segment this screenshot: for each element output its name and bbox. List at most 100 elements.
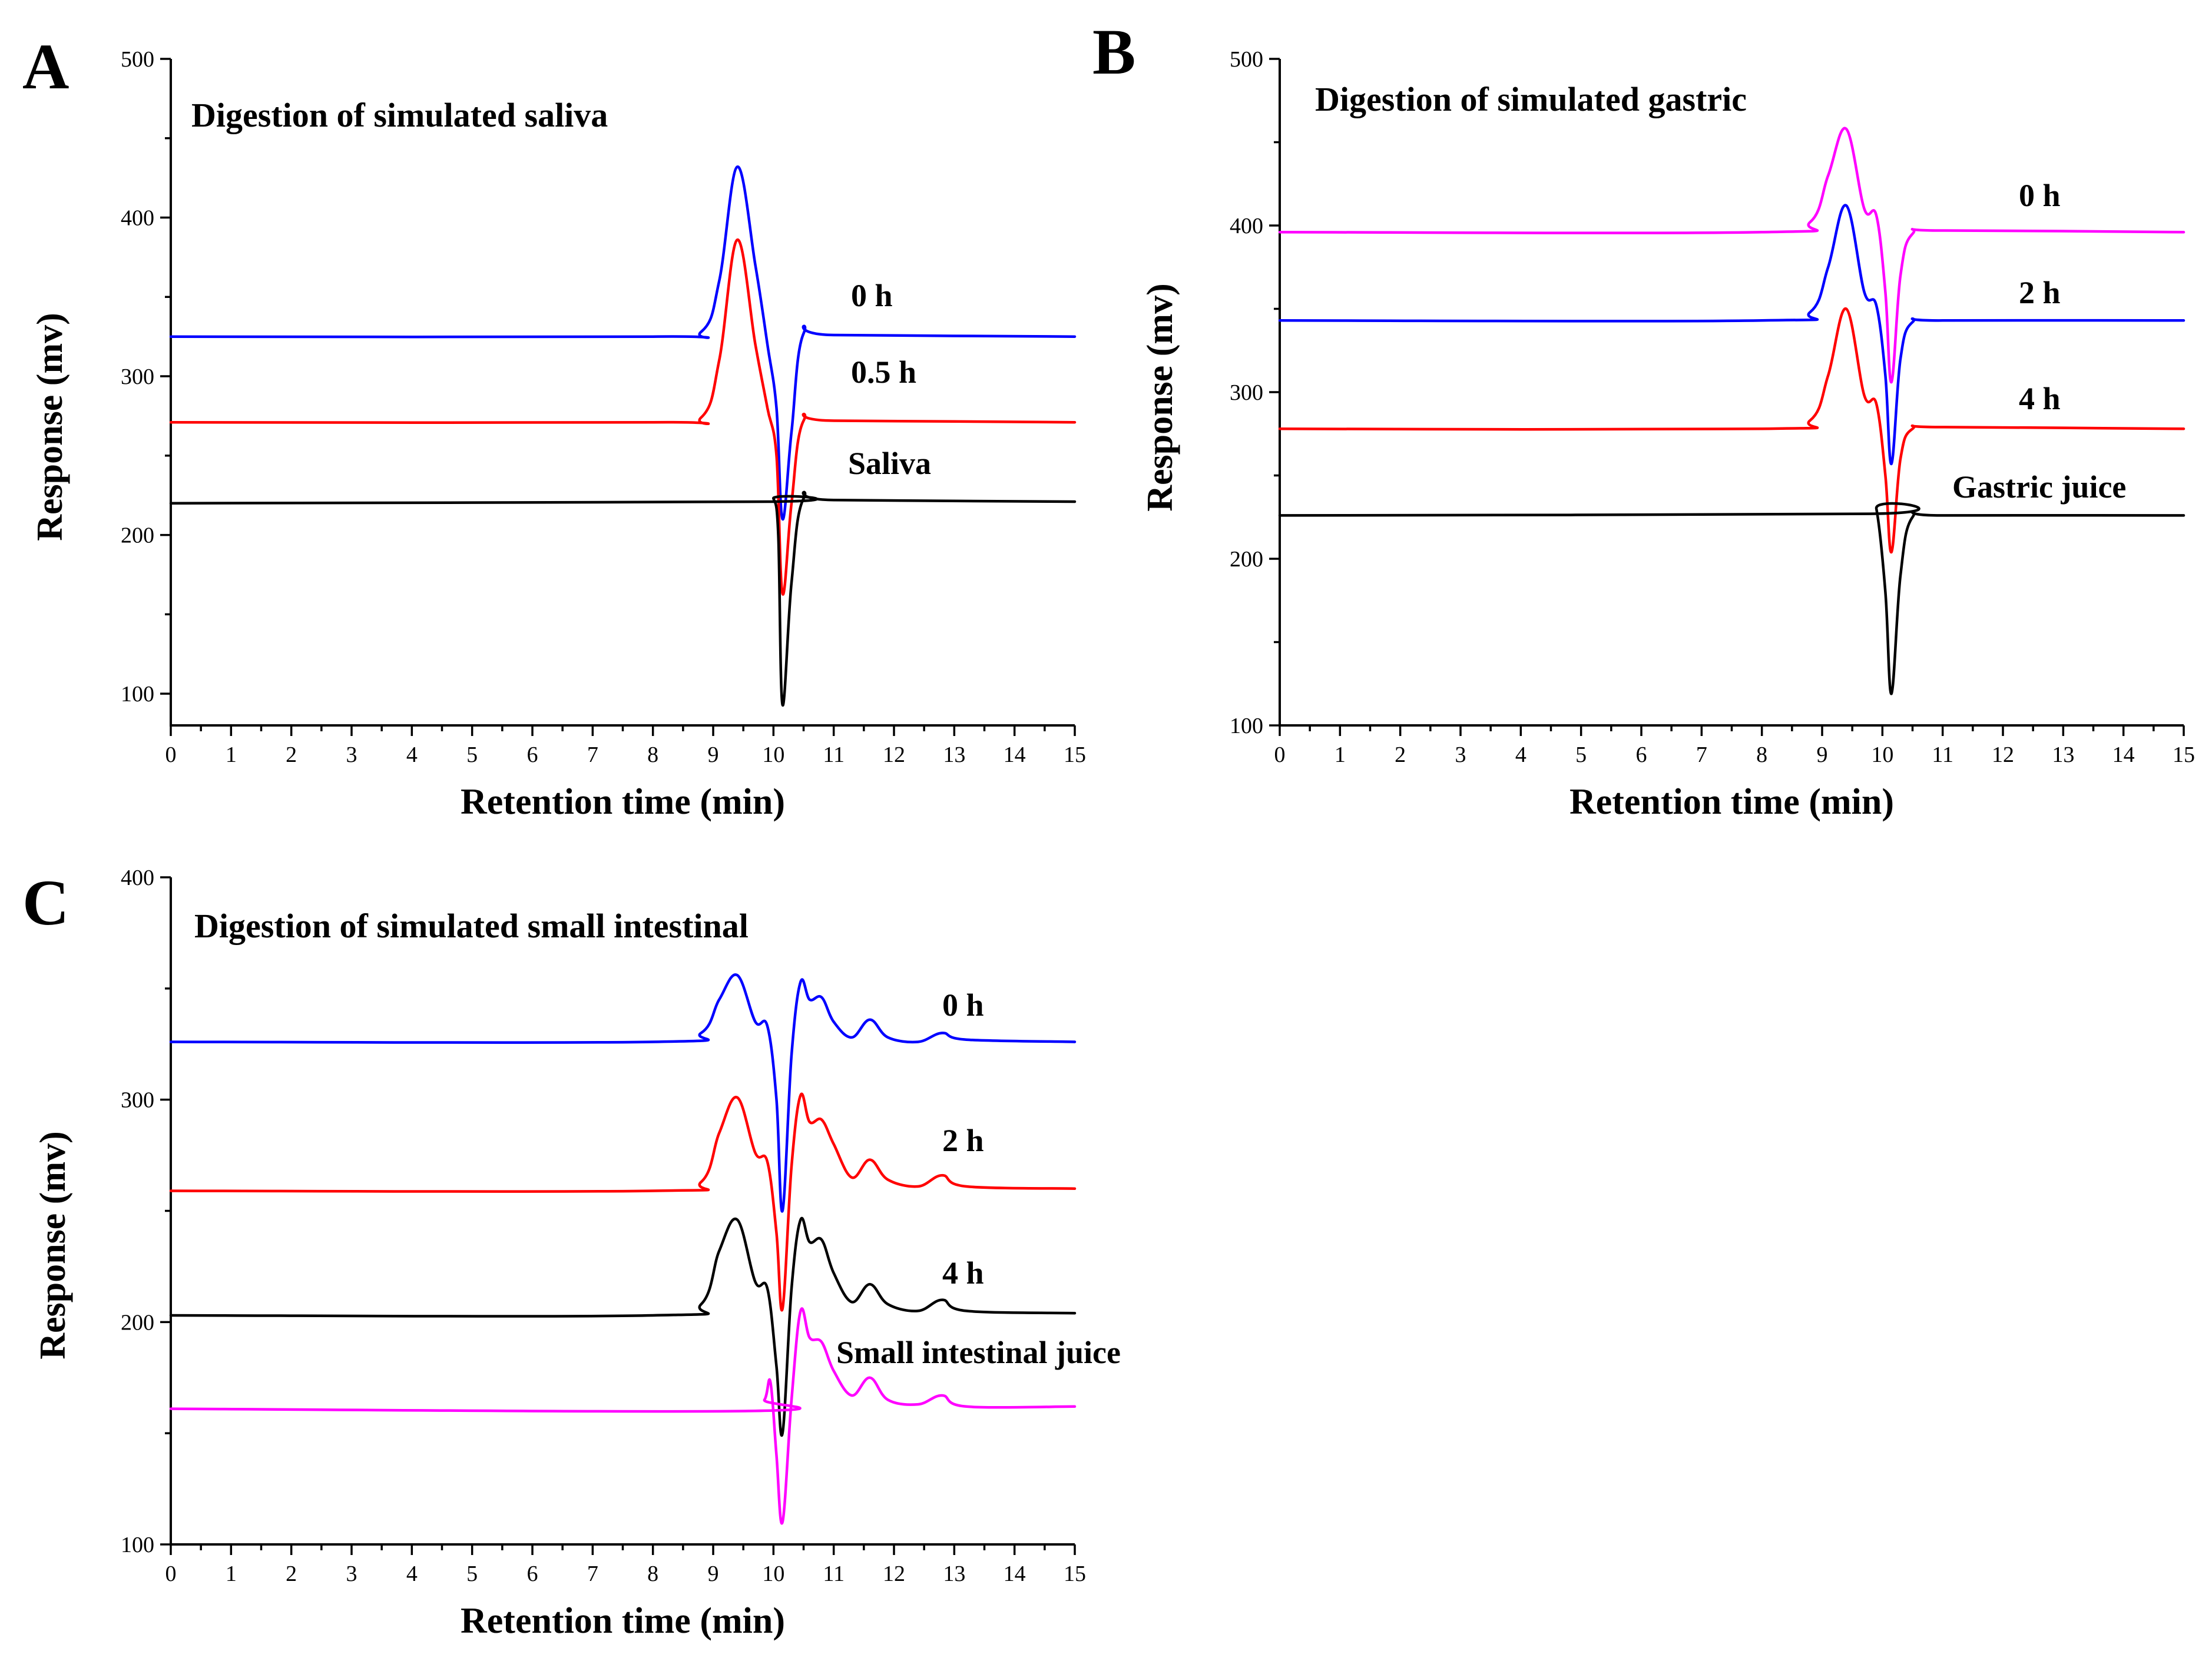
series-label: 4 h bbox=[2019, 381, 2061, 416]
x-tick-label: 15 bbox=[1064, 742, 1086, 767]
x-tick-label: 3 bbox=[346, 1561, 357, 1586]
series-label: 0.5 h bbox=[851, 354, 916, 390]
x-tick-label: 7 bbox=[587, 1561, 598, 1586]
x-tick-label: 0 bbox=[165, 742, 177, 767]
x-tick-label: 13 bbox=[943, 742, 965, 767]
x-tick-label: 9 bbox=[1817, 742, 1828, 767]
y-tick-label: 400 bbox=[121, 866, 154, 890]
y-tick-label: 100 bbox=[121, 1533, 154, 1557]
panel-letter: A bbox=[22, 31, 69, 102]
x-tick-label: 4 bbox=[406, 742, 418, 767]
y-tick-label: 200 bbox=[1230, 547, 1263, 572]
series-line-1 bbox=[169, 1092, 1077, 1312]
y-axis-label: Response (mv) bbox=[33, 1131, 73, 1359]
series-line-0 bbox=[169, 165, 1077, 520]
x-tick-label: 0 bbox=[165, 1561, 177, 1586]
series-line-0 bbox=[1278, 127, 2185, 384]
x-tick-label: 5 bbox=[466, 1561, 478, 1586]
y-tick-label: 200 bbox=[121, 523, 154, 548]
series-line-2 bbox=[169, 490, 1077, 707]
x-tick-label: 10 bbox=[762, 742, 784, 767]
x-tick-label: 11 bbox=[823, 742, 845, 767]
panel-a: 0 1 2 3 4 5 6 7 8 9 10 11 12 13 14 15100200300400500Ret… bbox=[22, 31, 1086, 822]
series-label: Gastric juice bbox=[1952, 469, 2126, 505]
x-tick-label: 14 bbox=[2112, 742, 2135, 767]
series-label: 0 h bbox=[851, 278, 893, 313]
series-line-1 bbox=[169, 238, 1077, 596]
x-tick-label: 1 bbox=[1335, 742, 1346, 767]
x-tick-label: 10 bbox=[1871, 742, 1893, 767]
series-line-3 bbox=[1278, 502, 2185, 695]
x-tick-label: 4 bbox=[406, 1561, 418, 1586]
x-tick-label: 3 bbox=[346, 742, 357, 767]
series-line-2 bbox=[169, 1216, 1077, 1437]
x-tick-label: 8 bbox=[1756, 742, 1767, 767]
y-tick-label: 400 bbox=[1230, 214, 1263, 238]
x-tick-label: 14 bbox=[1004, 742, 1026, 767]
x-tick-label: 1 bbox=[226, 1561, 237, 1586]
panel-title: Digestion of simulated saliva bbox=[191, 96, 608, 134]
series-label: 0 h bbox=[942, 987, 984, 1023]
x-tick-label: 9 bbox=[708, 1561, 719, 1586]
x-tick-label: 15 bbox=[2173, 742, 2195, 767]
x-tick-label: 7 bbox=[587, 742, 598, 767]
x-tick-label: 2 bbox=[1395, 742, 1406, 767]
series-label: 0 h bbox=[2019, 178, 2061, 213]
x-tick-label: 6 bbox=[527, 1561, 538, 1586]
y-axis-label: Response (mv) bbox=[30, 313, 70, 541]
panel-b: 0 1 2 3 4 5 6 7 8 9 10 11 12 13 14 15100200300400500Ret… bbox=[1092, 16, 2195, 822]
panel-c: 0 1 2 3 4 5 6 7 8 9 10 11 12 13 14 15100200300400Retent… bbox=[22, 866, 1121, 1641]
x-tick-label: 6 bbox=[527, 742, 538, 767]
y-tick-label: 300 bbox=[1230, 380, 1263, 405]
series-label: 2 h bbox=[942, 1123, 984, 1158]
x-axis-label: Retention time (min) bbox=[1569, 782, 1894, 822]
x-tick-label: 14 bbox=[1004, 1561, 1026, 1586]
x-tick-label: 0 bbox=[1274, 742, 1286, 767]
y-tick-label: 100 bbox=[121, 682, 154, 707]
x-tick-label: 3 bbox=[1455, 742, 1466, 767]
x-tick-label: 10 bbox=[762, 1561, 784, 1586]
series-line-2 bbox=[1278, 307, 2185, 553]
axes bbox=[170, 877, 1075, 1546]
y-tick-label: 200 bbox=[121, 1310, 154, 1335]
x-tick-label: 11 bbox=[823, 1561, 845, 1586]
series-label: 2 h bbox=[2019, 275, 2061, 310]
y-axis-label: Response (mv) bbox=[1140, 283, 1180, 511]
x-axis-label: Retention time (min) bbox=[461, 782, 785, 822]
axes bbox=[170, 59, 1075, 727]
x-tick-label: 12 bbox=[883, 742, 905, 767]
x-tick-label: 5 bbox=[1575, 742, 1587, 767]
x-tick-label: 6 bbox=[1636, 742, 1647, 767]
panel-title: Digestion of simulated small intestinal bbox=[194, 907, 749, 945]
y-tick-label: 300 bbox=[121, 1088, 154, 1113]
panel-letter: B bbox=[1092, 16, 1135, 88]
x-axis-label: Retention time (min) bbox=[461, 1601, 785, 1641]
x-tick-label: 8 bbox=[647, 742, 658, 767]
x-tick-label: 13 bbox=[2052, 742, 2074, 767]
x-tick-label: 7 bbox=[1696, 742, 1707, 767]
y-tick-label: 500 bbox=[1230, 47, 1263, 72]
x-tick-label: 2 bbox=[286, 1561, 297, 1586]
panel-letter: C bbox=[22, 867, 69, 939]
series-line-1 bbox=[1278, 204, 2185, 465]
y-tick-label: 500 bbox=[121, 47, 154, 72]
x-tick-label: 8 bbox=[647, 1561, 658, 1586]
series-label: Saliva bbox=[848, 446, 931, 481]
x-tick-label: 4 bbox=[1515, 742, 1526, 767]
x-tick-label: 11 bbox=[1932, 742, 1953, 767]
x-tick-label: 5 bbox=[466, 742, 478, 767]
y-tick-label: 400 bbox=[121, 206, 154, 231]
panel-title: Digestion of simulated gastric bbox=[1315, 80, 1747, 118]
series-line-3 bbox=[169, 1307, 1077, 1525]
x-tick-label: 12 bbox=[883, 1561, 905, 1586]
y-tick-label: 300 bbox=[121, 364, 154, 389]
x-tick-label: 12 bbox=[1992, 742, 2014, 767]
x-tick-label: 2 bbox=[286, 742, 297, 767]
series-line-0 bbox=[169, 973, 1077, 1213]
x-tick-label: 15 bbox=[1064, 1561, 1086, 1586]
y-tick-label: 100 bbox=[1230, 714, 1263, 738]
series-label: 4 h bbox=[942, 1255, 984, 1291]
series-label: Small intestinal juice bbox=[836, 1335, 1121, 1370]
x-tick-label: 1 bbox=[226, 742, 237, 767]
